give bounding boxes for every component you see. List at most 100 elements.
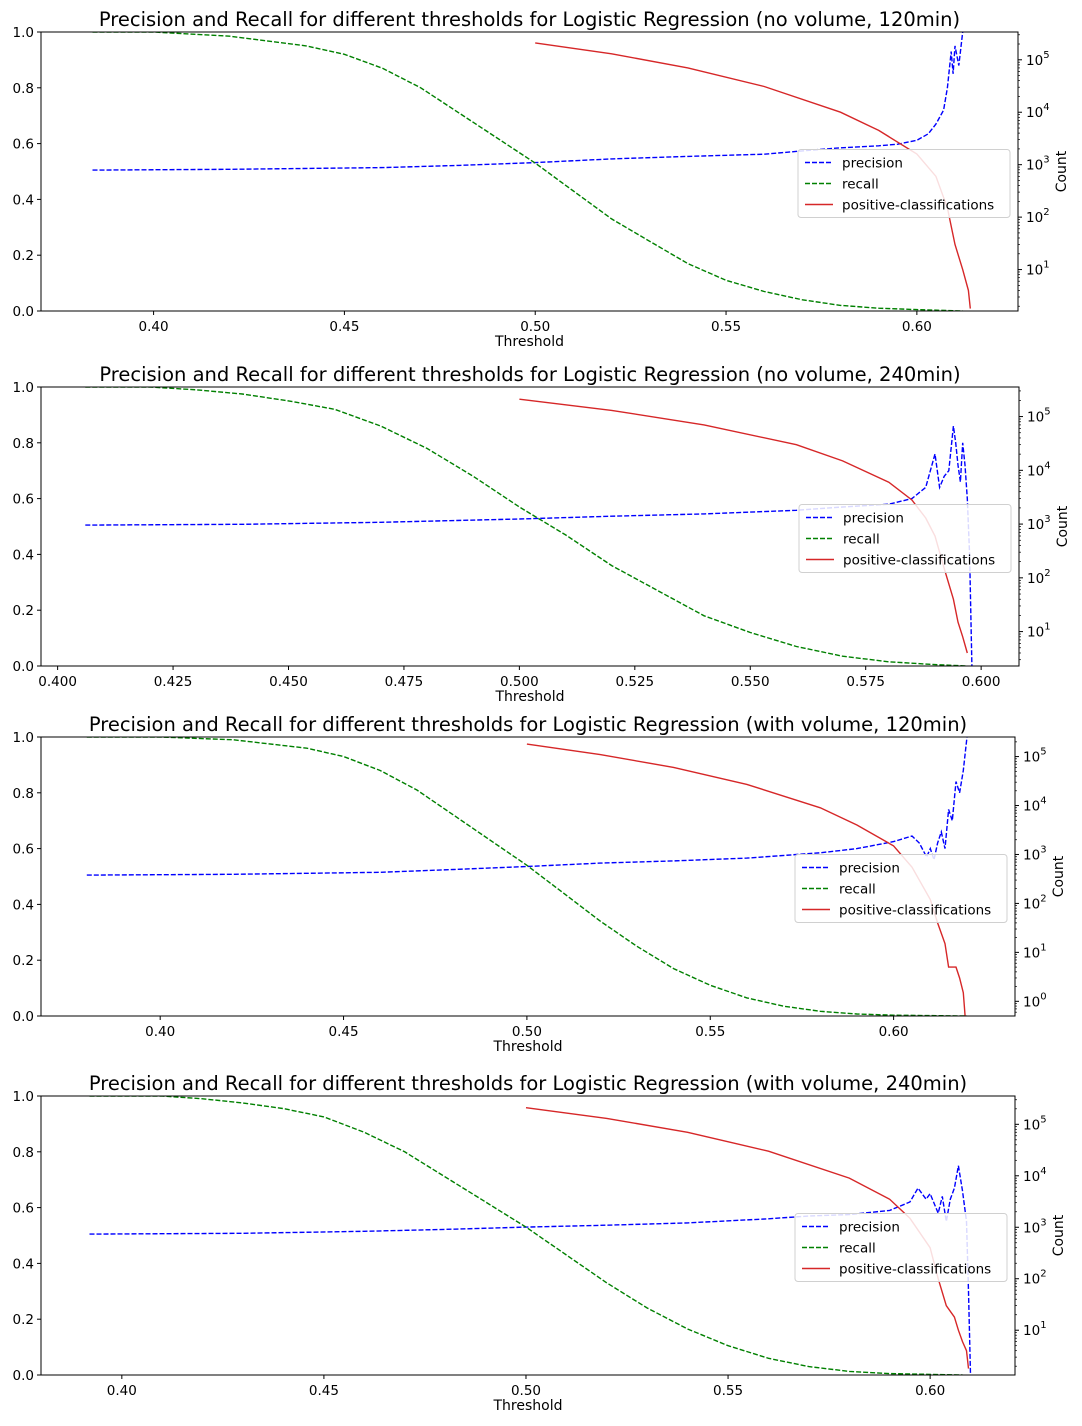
y-tick-label: 0.4 [13, 192, 34, 208]
legend-label-positive-classifications: positive-classifications [843, 553, 995, 569]
chart-title: Precision and Recall for different thres… [99, 8, 960, 31]
legend-label-recall: recall [843, 532, 880, 548]
y-tick-label: 0.0 [13, 1368, 34, 1384]
x-tick-label: 0.40 [145, 1024, 175, 1040]
y-right-tick-label: 104 [1023, 796, 1047, 815]
legend-box [794, 854, 1008, 923]
series-line-precision [86, 737, 968, 876]
y-right-tick-label: 104 [1027, 460, 1051, 479]
x-tick-label: 0.60 [902, 319, 932, 335]
y-right-tick-label: 105 [1027, 407, 1051, 426]
legend: precision recall positive-classifications [797, 149, 1011, 218]
plot-frame [40, 736, 1016, 1017]
y-right-tick-label: 101 [1023, 1320, 1047, 1339]
y-tick-label: 1.0 [13, 730, 34, 746]
y-right-tick-label: 102 [1023, 1269, 1047, 1288]
y-axis-right-label: Count [1054, 150, 1070, 192]
chart-2: Precision and Recall for different thres… [13, 363, 1071, 705]
x-axis-label: Threshold [494, 334, 564, 350]
y-tick-label: 1.0 [13, 380, 34, 396]
y-right-tick-label: 104 [1026, 102, 1050, 121]
legend-box [797, 149, 1011, 218]
legend-label-positive-classifications: positive-classifications [842, 198, 994, 214]
legend-label-recall: recall [839, 882, 876, 898]
y-right-tick-label: 105 [1023, 1114, 1047, 1133]
x-tick-label: 0.550 [731, 674, 770, 690]
x-tick-label: 0.60 [879, 1024, 909, 1040]
y-tick-label: 0.6 [13, 842, 34, 858]
legend: precision recall positive-classifications [794, 1213, 1008, 1282]
x-tick-label: 0.55 [695, 1024, 725, 1040]
series-line-precision [85, 426, 973, 666]
x-axis-label: Threshold [495, 689, 565, 705]
x-tick-label: 0.575 [846, 674, 885, 690]
chart-title: Precision and Recall for different thres… [89, 1072, 967, 1095]
y-right-tick-label: 105 [1023, 747, 1047, 766]
legend-label-precision: precision [843, 511, 904, 527]
legend-label-recall: recall [842, 177, 879, 193]
x-axis-label: Threshold [493, 1039, 563, 1055]
x-tick-label: 0.525 [615, 674, 654, 690]
legend: precision recall positive-classifications [798, 504, 1012, 573]
chart-4: Precision and Recall for different thres… [13, 1072, 1067, 1414]
y-tick-label: 0.2 [13, 603, 34, 619]
plot-frame [40, 31, 1019, 312]
chart-1: Precision and Recall for different thres… [13, 8, 1070, 350]
y-tick-label: 0.4 [13, 547, 34, 563]
x-tick-label: 0.55 [711, 319, 741, 335]
y-tick-label: 1.0 [13, 1089, 34, 1105]
x-tick-label: 0.45 [309, 1383, 339, 1399]
x-tick-label: 0.50 [512, 1024, 542, 1040]
y-tick-label: 0.0 [13, 304, 34, 320]
y-tick-label: 0.0 [13, 1009, 34, 1025]
legend: precision recall positive-classifications [794, 854, 1008, 923]
y-tick-label: 0.8 [13, 81, 34, 97]
series-line-recall [89, 1096, 963, 1375]
y-right-tick-label: 100 [1023, 991, 1047, 1010]
x-tick-label: 0.50 [520, 319, 550, 335]
y-right-tick-label: 103 [1023, 844, 1047, 863]
legend-label-recall: recall [839, 1241, 876, 1257]
x-tick-label: 0.450 [269, 674, 308, 690]
legend-label-positive-classifications: positive-classifications [839, 903, 991, 919]
legend-label-precision: precision [839, 861, 900, 877]
legend-label-positive-classifications: positive-classifications [839, 1262, 991, 1278]
x-tick-label: 0.600 [962, 674, 1001, 690]
x-tick-label: 0.60 [915, 1383, 945, 1399]
y-tick-label: 0.2 [13, 248, 34, 264]
x-tick-label: 0.500 [500, 674, 539, 690]
x-tick-label: 0.425 [154, 674, 193, 690]
y-tick-label: 0.2 [13, 953, 34, 969]
y-axis-right-label: Count [1051, 1214, 1067, 1256]
x-tick-label: 0.45 [329, 1024, 359, 1040]
y-right-tick-label: 103 [1026, 155, 1050, 174]
legend-box [798, 504, 1012, 573]
y-tick-label: 0.6 [13, 137, 34, 153]
x-tick-label: 0.475 [385, 674, 424, 690]
y-tick-label: 0.4 [13, 1256, 34, 1272]
series-line-recall [85, 387, 968, 666]
y-tick-label: 0.2 [13, 1312, 34, 1328]
x-tick-label: 0.400 [38, 674, 77, 690]
chart-title: Precision and Recall for different thres… [89, 713, 967, 736]
y-tick-label: 0.8 [13, 436, 34, 452]
y-tick-label: 0.6 [13, 1201, 34, 1217]
chart-3: Precision and Recall for different thres… [13, 713, 1067, 1055]
legend-label-precision: precision [842, 156, 903, 172]
legend-box [794, 1213, 1008, 1282]
series-line-recall [92, 32, 963, 311]
x-tick-label: 0.45 [329, 319, 359, 335]
y-right-tick-label: 101 [1027, 622, 1051, 641]
y-tick-label: 0.8 [13, 1145, 34, 1161]
x-tick-label: 0.40 [107, 1383, 137, 1399]
chart-title: Precision and Recall for different thres… [99, 363, 960, 386]
y-right-tick-label: 101 [1026, 260, 1050, 279]
y-right-tick-label: 104 [1023, 1166, 1047, 1185]
y-tick-label: 1.0 [13, 25, 34, 41]
x-tick-label: 0.40 [139, 319, 169, 335]
y-tick-label: 0.8 [13, 786, 34, 802]
y-tick-label: 0.0 [13, 659, 34, 675]
y-right-tick-label: 102 [1027, 568, 1051, 587]
y-axis-right-label: Count [1051, 855, 1067, 897]
